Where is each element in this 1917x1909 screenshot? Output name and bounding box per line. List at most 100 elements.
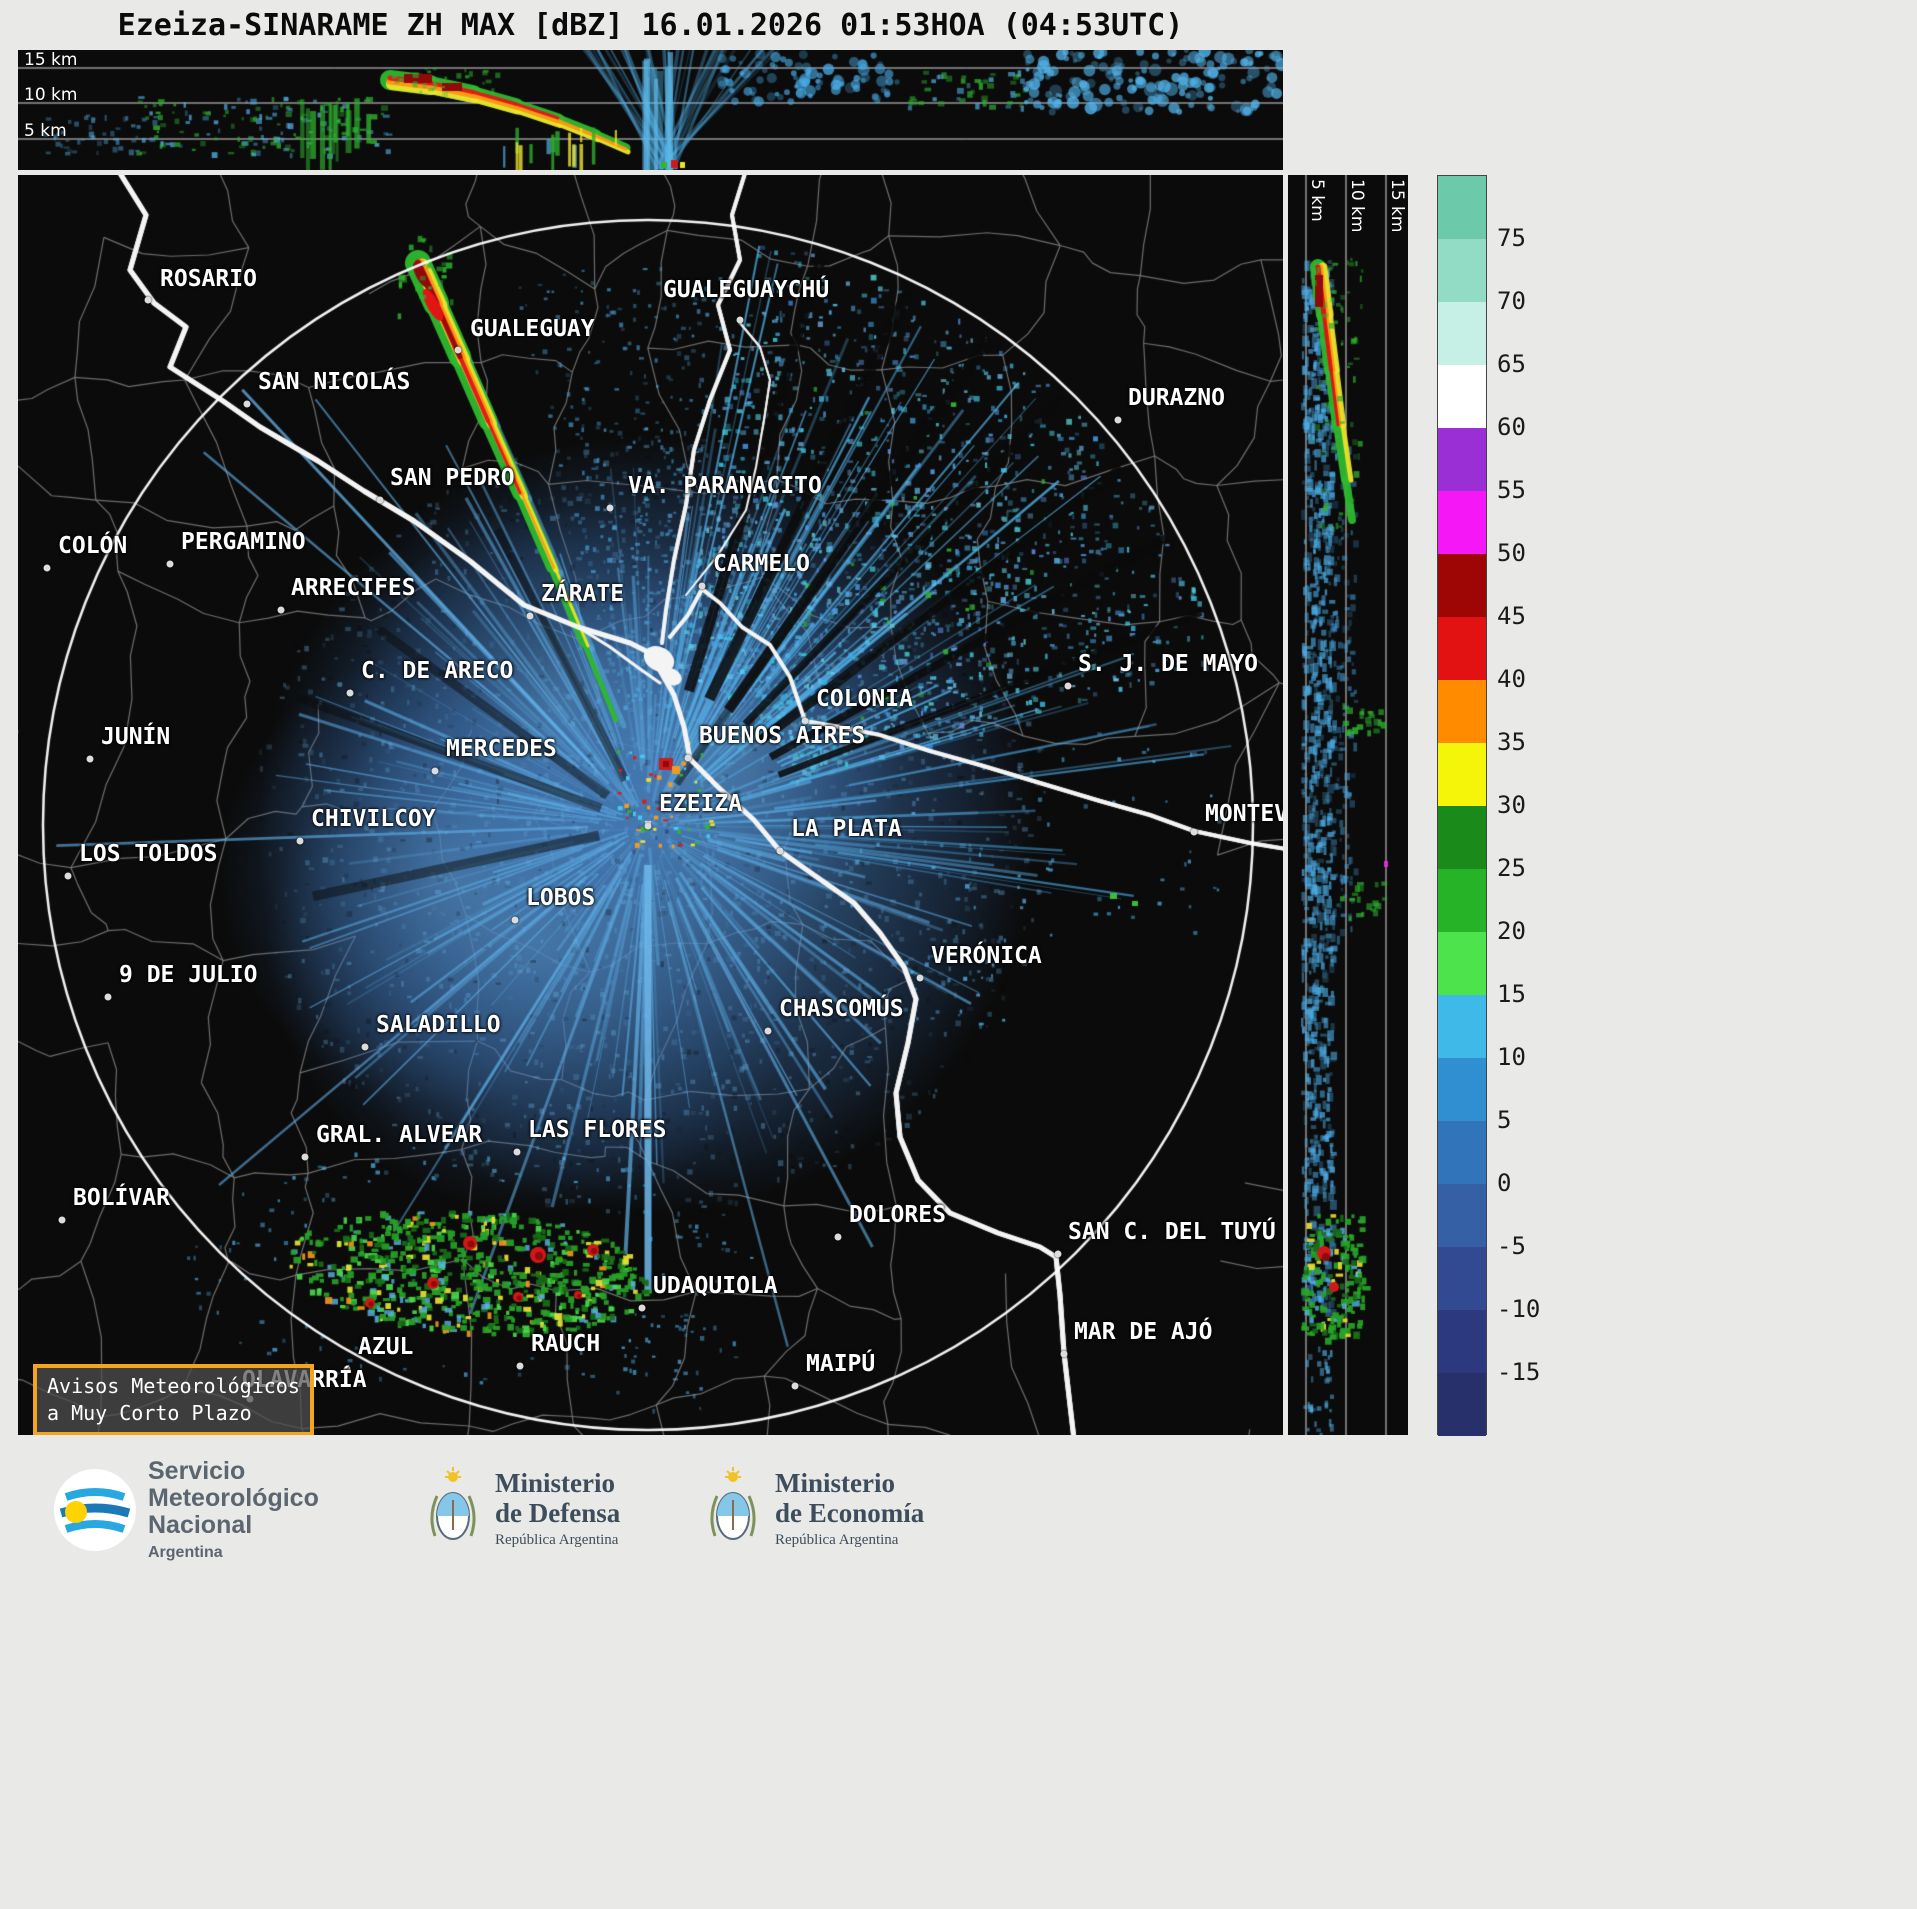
ministry-subtitle: República Argentina [775, 1531, 899, 1548]
footer: Servicio Meteorológico Nacional Argentin… [0, 1458, 1917, 1598]
top-cross-section-canvas [18, 50, 1283, 170]
colorbar-segment [1438, 365, 1486, 428]
city-label: VA. PARANACITO [628, 473, 822, 499]
city-label: DOLORES [849, 1202, 946, 1228]
city-label: LAS FLORES [528, 1117, 667, 1143]
city-label: BOLÍVAR [73, 1185, 170, 1211]
alert-line-1: Avisos Meteorológicos [47, 1374, 300, 1398]
city-dot [834, 1233, 842, 1241]
ministry-name-line: de Economía [775, 1497, 925, 1528]
colorbar-segment [1438, 1310, 1486, 1373]
radar-reflectivity-canvas [18, 175, 1283, 1435]
city-dot [801, 717, 809, 725]
smn-name-line: Nacional [148, 1511, 253, 1539]
city-label: VERÓNICA [931, 943, 1042, 969]
city-label: PERGAMINO [181, 529, 306, 555]
colorbar-tick: 50 [1497, 539, 1526, 567]
city-label: SAN NICOLÁS [258, 369, 411, 395]
city-dot [1064, 682, 1072, 690]
city-label: MAIPÚ [806, 1351, 876, 1377]
city-label: ZÁRATE [541, 581, 625, 607]
city-label: ARRECIFES [291, 575, 416, 601]
city-dot [513, 1148, 521, 1156]
alert-banner[interactable]: Avisos Meteorológicos a Muy Corto Plazo [33, 1364, 314, 1435]
city-label: COLONIA [816, 686, 913, 712]
radar-map-panel: ROSARIO GUALEGUAYCHÚ GUALEGUAY SAN NICOLÁS D… [18, 175, 1283, 1435]
height-label-10km: 10 km [24, 85, 78, 105]
city-label: CARMELO [713, 551, 810, 577]
city-dot [776, 847, 784, 855]
city-dot [144, 296, 152, 304]
city-label: LOS TOLDOS [79, 841, 218, 867]
smn-brand: Servicio Meteorológico Nacional Argentin… [52, 1458, 319, 1562]
colorbar-segment [1438, 1058, 1486, 1121]
city-label: RAUCH [531, 1331, 601, 1357]
city-dot [526, 612, 534, 620]
city-label: MERCEDES [446, 736, 557, 762]
colorbar-segment [1438, 428, 1486, 491]
city-dot [1190, 828, 1198, 836]
city-dot [277, 606, 285, 614]
city-dot [736, 316, 744, 324]
city-dot [58, 1216, 66, 1224]
city-dot [86, 755, 94, 763]
city-dot [454, 346, 462, 354]
city-label: CHASCOMÚS [779, 996, 904, 1022]
city-dot [1060, 1350, 1068, 1358]
city-dot [516, 1362, 524, 1370]
colorbar-tick: 10 [1497, 1043, 1526, 1071]
colorbar-tick: 5 [1497, 1106, 1512, 1134]
city-dot [361, 1043, 369, 1051]
city-label: MAR DE AJÓ [1074, 1319, 1213, 1345]
ministry-name-line: Ministerio [775, 1467, 895, 1498]
city-dot [698, 582, 706, 590]
coat-of-arms-icon [710, 1467, 756, 1540]
city-dot [791, 1382, 799, 1390]
colorbar-segment [1438, 491, 1486, 554]
colorbar-segment [1438, 932, 1486, 995]
colorbar-tick: 40 [1497, 665, 1526, 693]
city-dot [644, 822, 652, 830]
city-dot [606, 504, 614, 512]
height-label-5km: 5 km [24, 121, 67, 141]
height-label-10km-right: 10 km [1347, 179, 1367, 233]
colorbar-tick: 75 [1497, 224, 1526, 252]
city-dot [296, 837, 304, 845]
colorbar-tick: 30 [1497, 791, 1526, 819]
city-label: COLÓN [58, 533, 128, 559]
colorbar-segment [1438, 239, 1486, 302]
ministry-name-line: de Defensa [495, 1497, 621, 1528]
city-label: GRAL. ALVEAR [316, 1122, 483, 1148]
colorbar-tick: 55 [1497, 476, 1526, 504]
right-cross-section-canvas [1288, 175, 1408, 1435]
colorbar-segment [1438, 995, 1486, 1058]
colorbar: 75 70 65 60 55 50 45 40 35 30 25 20 15 10 5 0 -5 -10 -15 [1437, 175, 1540, 1436]
city-dot [376, 496, 384, 504]
city-label: GUALEGUAYCHÚ [663, 277, 830, 303]
alert-line-2: a Muy Corto Plazo [47, 1401, 252, 1425]
city-dot [638, 1304, 646, 1312]
city-dot [431, 767, 439, 775]
city-label: LA PLATA [791, 816, 902, 842]
ministry-subtitle: República Argentina [495, 1531, 619, 1548]
city-label: C. DE ARECO [361, 658, 514, 684]
city-label: GUALEGUAY [470, 316, 595, 342]
city-dot [343, 1365, 351, 1373]
colorbar-segment [1438, 617, 1486, 680]
smn-logo [54, 1469, 136, 1551]
city-dot [43, 564, 51, 572]
city-dot [1054, 1250, 1062, 1258]
city-label: S. J. DE MAYO [1078, 651, 1259, 677]
city-label: DURAZNO [1128, 385, 1225, 411]
height-label-15km-right: 15 km [1387, 179, 1407, 233]
colorbar-segment [1438, 1121, 1486, 1184]
city-label: JUNÍN [101, 724, 171, 750]
smn-name-line: Meteorológico [148, 1484, 319, 1512]
page-title: Ezeiza-SINARAME ZH MAX [dBZ] 16.01.2026 … [117, 8, 1184, 43]
city-label: AZUL [358, 1334, 414, 1360]
city-label: UDAQUIOLA [653, 1273, 778, 1299]
city-label: LOBOS [526, 885, 596, 911]
colorbar-segment [1438, 806, 1486, 869]
city-dot [346, 689, 354, 697]
